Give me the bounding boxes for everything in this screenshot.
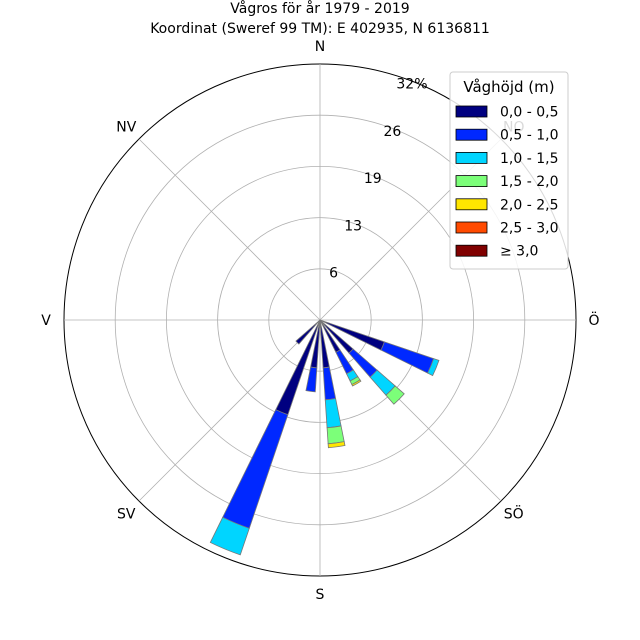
wave-bars <box>209 319 440 556</box>
legend-swatch <box>455 175 488 188</box>
legend-label: ≥ 3,0 <box>500 244 538 260</box>
direction-label: N <box>315 39 325 55</box>
legend-swatch <box>455 221 488 234</box>
chart-title: Vågros för år 1979 - 2019 <box>230 0 409 17</box>
radial-tick-label: 19 <box>364 171 382 187</box>
radial-tick-label: 6 <box>329 266 338 282</box>
legend-label: 0,5 - 1,0 <box>500 128 558 144</box>
bar-segment <box>427 358 440 377</box>
legend-swatch <box>455 198 488 211</box>
legend-label: 2,0 - 2,5 <box>500 197 558 213</box>
bar-segment <box>380 341 435 374</box>
legend-swatch <box>455 151 488 164</box>
legend-title: Våghöjd (m) <box>463 78 554 96</box>
legend-label: 1,0 - 1,5 <box>500 151 558 167</box>
bar-segment <box>305 366 318 393</box>
radial-tick-label: 13 <box>344 218 362 234</box>
grid-spoke <box>138 138 321 321</box>
direction-label: NV <box>116 119 136 135</box>
direction-label: SÖ <box>504 505 524 523</box>
bar-segment <box>209 516 250 556</box>
radial-tick-labels: 6 13 19 26 32% <box>329 76 427 281</box>
polar-grid <box>63 63 577 577</box>
legend-swatch <box>455 105 488 118</box>
chart-subtitle: Koordinat (Sweref 99 TM): E 402935, N 61… <box>150 21 490 37</box>
bar-segment <box>351 379 362 387</box>
legend-swatch <box>455 244 488 257</box>
radial-tick-label: 26 <box>383 124 401 140</box>
radial-tick-label: 32% <box>396 76 427 92</box>
legend: Våghöjd (m) 0,0 - 0,5 0,5 - 1,0 1,0 - 1,5 1… <box>449 71 569 270</box>
legend-label: 0,0 - 0,5 <box>500 105 558 121</box>
legend-label: 1,5 - 2,0 <box>500 174 558 190</box>
bar-segment <box>385 385 405 405</box>
legend-swatch <box>455 128 488 141</box>
bar-segment <box>295 319 321 345</box>
direction-label: Ö <box>588 311 599 329</box>
grid-spoke <box>138 319 321 502</box>
direction-label: S <box>316 587 325 603</box>
legend-label: 2,5 - 3,0 <box>500 221 558 237</box>
bar-segment <box>222 409 289 529</box>
direction-label: SV <box>117 507 136 523</box>
direction-label: V <box>41 313 51 329</box>
bar-segment <box>327 441 346 449</box>
bar-segment <box>322 366 337 401</box>
bar-segment <box>324 397 342 429</box>
legend-frame <box>449 71 569 270</box>
bar-segment <box>326 425 345 445</box>
